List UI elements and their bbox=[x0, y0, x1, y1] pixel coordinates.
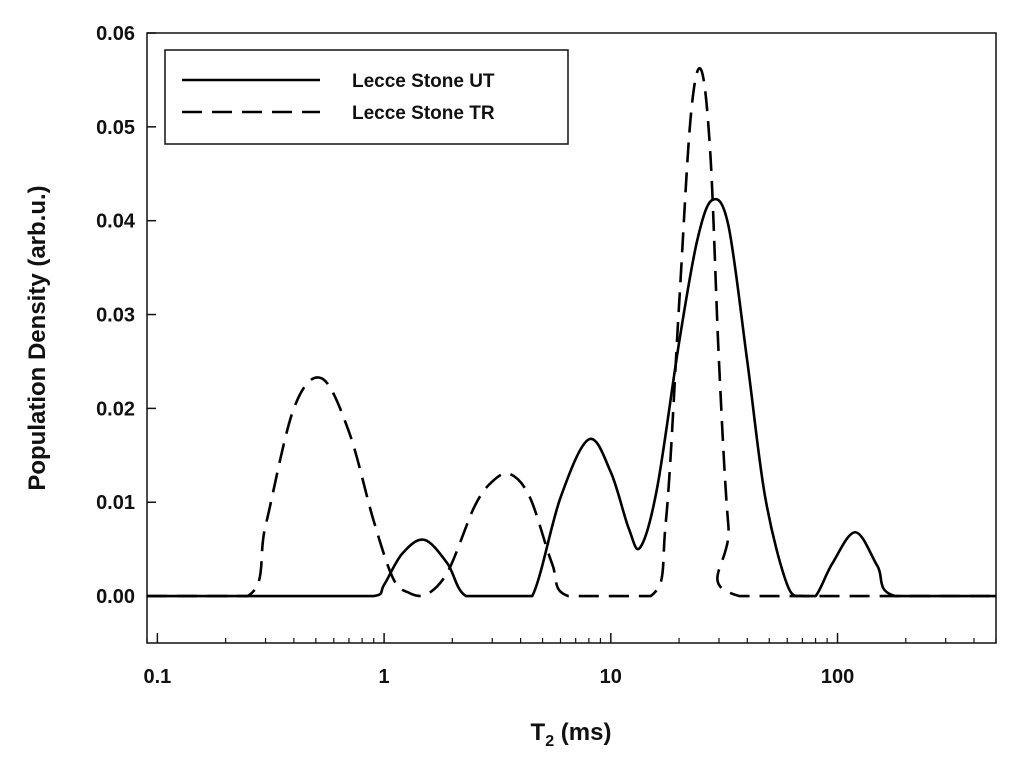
series-line-ut bbox=[146, 197, 996, 598]
legend-label-tr: Lecce Stone TR bbox=[352, 103, 495, 124]
y-axis: 0.00 0.01 0.02 0.03 0.04 0.05 0.06 bbox=[96, 23, 156, 608]
x-tick-label: 10 bbox=[600, 666, 622, 688]
y-tick-label: 0.05 bbox=[96, 117, 135, 139]
legend-label-ut: Lecce Stone UT bbox=[352, 71, 495, 92]
x-axis-title-subscript: 2 bbox=[545, 733, 554, 750]
y-tick-label: 0.04 bbox=[96, 211, 136, 233]
x-axis: 0.1 1 10 100 bbox=[143, 633, 997, 688]
x-axis-title-main: T bbox=[531, 719, 546, 746]
legend-box bbox=[164, 49, 569, 145]
x-axis-title: T2 (ms) bbox=[531, 719, 612, 750]
legend: Lecce Stone UT Lecce Stone TR bbox=[164, 49, 569, 145]
x-tick-label: 1 bbox=[379, 666, 390, 688]
x-axis-title-unit: (ms) bbox=[554, 719, 611, 746]
y-tick-label: 0.03 bbox=[96, 305, 135, 327]
series-line-tr bbox=[146, 66, 996, 598]
x-tick-label: 100 bbox=[821, 666, 854, 688]
plot-frame bbox=[146, 32, 997, 644]
y-tick-label: 0.00 bbox=[96, 586, 135, 608]
y-tick-label: 0.06 bbox=[96, 23, 135, 45]
y-axis-title: Population Density (arb.u.) bbox=[24, 185, 51, 490]
y-tick-label: 0.02 bbox=[96, 398, 135, 420]
x-tick-label: 0.1 bbox=[143, 666, 171, 688]
y-tick-label: 0.01 bbox=[96, 492, 135, 514]
series-layer bbox=[146, 66, 996, 598]
